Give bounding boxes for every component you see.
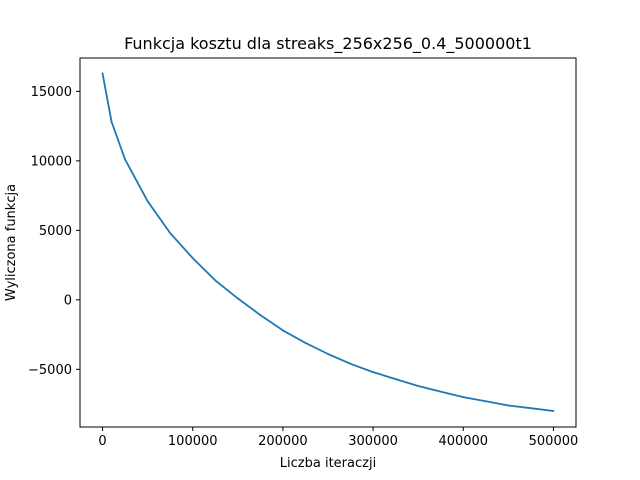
x-axis-ticks: 0 100000 200000 300000 400000 500000 [98, 427, 578, 449]
data-point [259, 314, 262, 317]
x-tick-label: 100000 [168, 434, 218, 449]
data-point [484, 400, 487, 403]
x-axis-label: Liczba iteraczji [280, 456, 376, 471]
data-point [372, 371, 374, 374]
y-tick-label: 10000 [31, 154, 72, 169]
axes-frame [79, 57, 577, 428]
series-line [101, 73, 554, 412]
y-axis-ticks: −5000 0 5000 10000 15000 [28, 85, 80, 378]
plot-area: 0 100000 200000 300000 400000 500000 −5000 0 50… [28, 57, 578, 449]
chart-title: Funkcja kosztu dla streaks_256x256_0.4_5… [124, 34, 532, 54]
series-group [101, 72, 555, 412]
data-point [191, 257, 194, 260]
data-point [101, 72, 104, 75]
data-point [110, 121, 113, 123]
x-tick-label: 300000 [348, 434, 398, 449]
data-point [124, 158, 126, 161]
y-tick-label: 5000 [39, 224, 72, 239]
data-point [439, 390, 442, 393]
y-tick-label: 15000 [31, 85, 72, 100]
data-point [282, 329, 284, 332]
x-tick-label: 400000 [438, 434, 488, 449]
data-point [507, 404, 510, 407]
data-point [236, 297, 239, 300]
data-point [146, 200, 149, 203]
y-tick-label: −5000 [28, 363, 72, 378]
x-tick-label: 500000 [529, 434, 579, 449]
data-point [169, 232, 172, 235]
x-tick-label: 0 [98, 434, 106, 449]
y-tick-label: 0 [64, 293, 72, 308]
x-tick-label: 200000 [258, 434, 308, 449]
data-point [214, 279, 217, 282]
data-point [304, 342, 307, 344]
data-point [349, 362, 352, 365]
data-point [552, 410, 555, 412]
data-point [394, 378, 397, 380]
data-point [327, 353, 329, 355]
y-axis-label: Wyliczona funkcja [4, 184, 19, 301]
data-point [462, 396, 465, 399]
data-point [417, 385, 420, 387]
data-point [530, 407, 532, 410]
